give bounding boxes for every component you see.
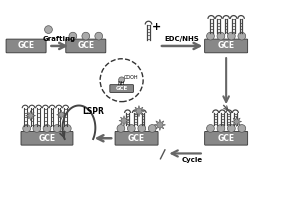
Circle shape [95,32,103,40]
Circle shape [217,32,225,40]
FancyBboxPatch shape [66,39,106,53]
FancyBboxPatch shape [115,131,158,145]
Text: GCE: GCE [128,134,145,143]
Text: NH: NH [117,81,125,86]
Text: EDC/NHS: EDC/NHS [165,36,200,42]
Polygon shape [119,116,129,126]
Circle shape [227,125,235,132]
Circle shape [118,77,124,83]
Circle shape [227,32,235,40]
Text: +: + [152,22,161,32]
FancyBboxPatch shape [6,39,46,53]
Circle shape [69,32,77,40]
Text: Cycle: Cycle [182,157,203,163]
Text: COOH: COOH [124,75,139,80]
Polygon shape [133,106,145,117]
Circle shape [23,125,31,132]
Text: GCE: GCE [218,134,235,143]
FancyBboxPatch shape [110,85,134,92]
Circle shape [217,125,225,132]
Circle shape [33,125,41,132]
Polygon shape [232,117,242,127]
Circle shape [207,32,214,40]
Text: GCE: GCE [38,134,56,143]
Circle shape [53,125,61,132]
FancyBboxPatch shape [21,131,73,145]
Circle shape [238,125,246,132]
Circle shape [82,32,90,40]
Polygon shape [26,111,36,121]
Circle shape [45,26,52,33]
Circle shape [148,125,156,132]
Circle shape [128,125,135,132]
Circle shape [238,32,246,40]
FancyBboxPatch shape [205,39,248,53]
Polygon shape [56,110,66,120]
Circle shape [43,125,51,132]
Text: GCE: GCE [116,86,128,91]
Circle shape [138,125,146,132]
Polygon shape [154,119,166,131]
Circle shape [207,125,214,132]
Text: GCE: GCE [218,41,235,50]
FancyBboxPatch shape [205,131,248,145]
Text: GCE: GCE [77,41,94,50]
Text: LSPR: LSPR [82,107,104,116]
Text: Grafting: Grafting [43,36,76,42]
Circle shape [117,125,125,132]
Circle shape [63,125,71,132]
Text: GCE: GCE [17,41,34,50]
